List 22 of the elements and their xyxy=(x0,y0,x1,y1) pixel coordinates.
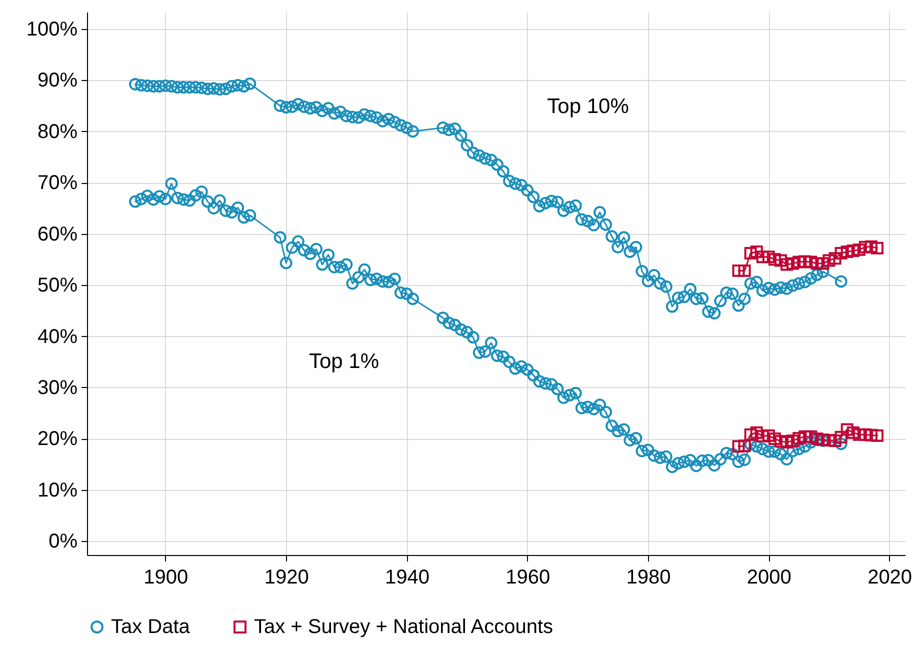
x-tick-label: 1960 xyxy=(506,566,550,588)
y-tick-label: 50% xyxy=(37,274,78,297)
annotation: Top 10% xyxy=(547,95,629,118)
x-tick-label: 1900 xyxy=(144,566,188,588)
x-tick-label: 1980 xyxy=(626,566,671,588)
legend-label: Tax Data xyxy=(111,616,191,638)
y-tick-label: 90% xyxy=(37,70,78,92)
x-tick-label: 2020 xyxy=(868,566,912,588)
y-tick-label: 100% xyxy=(26,18,78,40)
y-tick-label: 30% xyxy=(37,376,78,399)
x-tick-label: 2000 xyxy=(746,566,792,588)
y-tick-label: 20% xyxy=(37,428,78,450)
y-tick-label: 40% xyxy=(37,326,78,348)
x-tick-label: 1920 xyxy=(264,566,309,588)
annotation: Top 1% xyxy=(308,350,380,373)
y-tick-label: 0% xyxy=(48,530,78,553)
y-tick-label: 80% xyxy=(37,120,78,143)
y-tick-label: 70% xyxy=(37,172,78,194)
y-tick-label: 60% xyxy=(37,223,78,246)
legend-label: Tax + Survey + National Accounts xyxy=(254,616,554,638)
x-tick-label: 1940 xyxy=(384,566,430,588)
y-tick-label: 10% xyxy=(37,479,78,502)
